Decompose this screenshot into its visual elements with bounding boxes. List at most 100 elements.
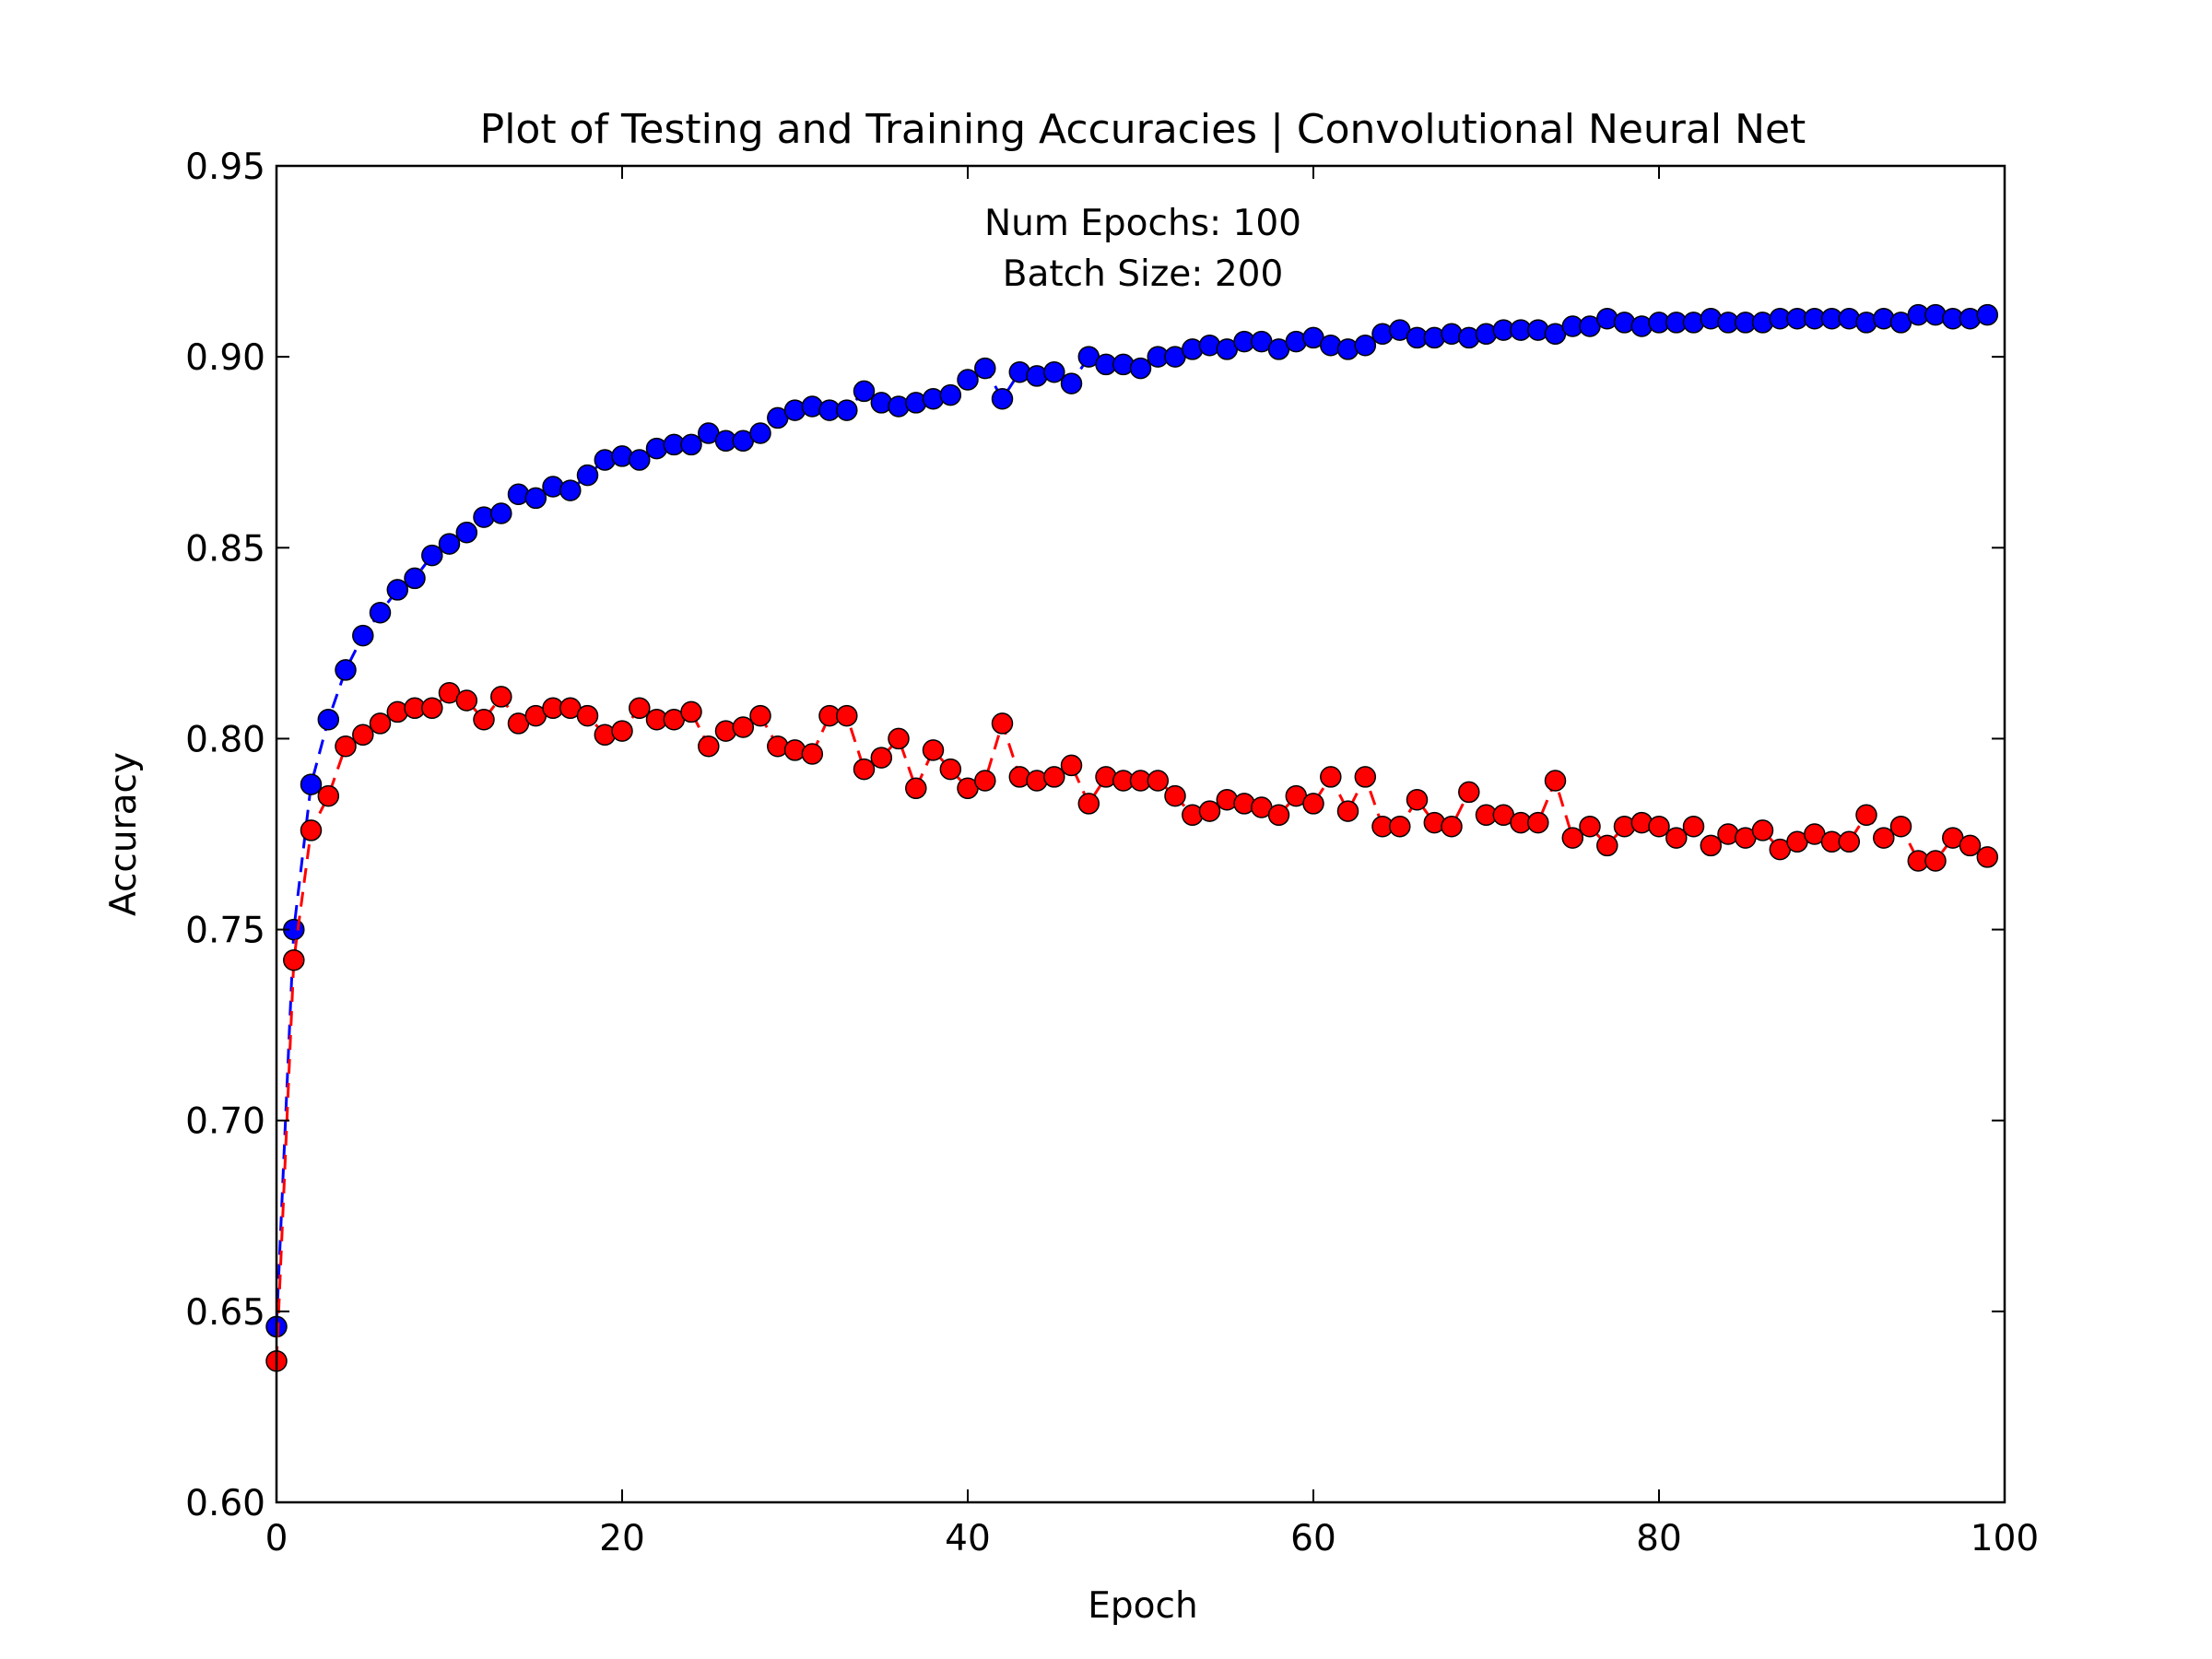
axes-frame bbox=[275, 164, 2006, 1504]
series-1-point bbox=[1129, 357, 1152, 380]
series-2-point bbox=[473, 708, 495, 731]
series-1-point bbox=[559, 479, 582, 501]
series-1-point bbox=[853, 380, 876, 403]
series-2-point bbox=[974, 770, 996, 792]
x-tick-label: 60 bbox=[1290, 1518, 1336, 1559]
series-1-point bbox=[421, 544, 443, 567]
series-1-point bbox=[629, 449, 651, 471]
series-2-point bbox=[853, 758, 876, 781]
y-axis-label: Accuracy bbox=[103, 752, 145, 916]
series-2-point bbox=[1873, 827, 1895, 849]
series-1-point bbox=[680, 433, 702, 456]
series-2-point bbox=[283, 948, 305, 971]
series-2-point bbox=[1544, 770, 1567, 792]
series-2-point bbox=[1561, 827, 1584, 849]
series-2-point bbox=[749, 704, 771, 727]
series-2-point bbox=[1527, 811, 1549, 834]
series-2-point bbox=[1855, 804, 1877, 827]
plot-area: 0 20 40 60 80 100 0.60 0.65 0.70 0.75 0.80 0.85 0.9… bbox=[185, 147, 2039, 1559]
series-1-point bbox=[369, 601, 392, 624]
series-1-point bbox=[386, 579, 409, 601]
y-tick-label: 0.70 bbox=[185, 1101, 265, 1143]
series-2-point bbox=[1147, 770, 1170, 792]
y-tick-label: 0.60 bbox=[185, 1483, 265, 1524]
series-2-point bbox=[611, 720, 633, 742]
series-2-point bbox=[629, 697, 651, 720]
series-2-point bbox=[1579, 815, 1601, 838]
series-2-point bbox=[939, 758, 962, 781]
series-2-point bbox=[1665, 827, 1688, 849]
series-2-point bbox=[680, 700, 702, 724]
series-2-point bbox=[1976, 846, 1999, 868]
series-2-point bbox=[576, 704, 599, 727]
series-2-point bbox=[836, 704, 858, 727]
series-1-point bbox=[974, 357, 996, 380]
series-2-point bbox=[352, 724, 374, 747]
series-2-point bbox=[1320, 766, 1342, 788]
series-2-point bbox=[1164, 784, 1186, 807]
series-2 bbox=[265, 681, 1999, 1372]
x-tick-label: 100 bbox=[1971, 1518, 2039, 1559]
series-2-point bbox=[1043, 766, 1065, 788]
series-2-point bbox=[1838, 830, 1861, 853]
series-2-point bbox=[421, 697, 443, 720]
series-1-point bbox=[1354, 334, 1377, 357]
series-2-point bbox=[732, 716, 755, 738]
y-tick-label: 0.90 bbox=[185, 337, 265, 379]
series-2-point bbox=[922, 739, 945, 761]
series-2-point bbox=[1060, 754, 1083, 777]
series-2-point bbox=[1302, 793, 1324, 815]
series-2-point bbox=[1889, 815, 1912, 838]
series-1-point bbox=[939, 383, 962, 406]
series-2-point bbox=[1406, 788, 1429, 811]
series-1-point bbox=[438, 533, 461, 555]
series-2-point bbox=[1458, 781, 1480, 804]
series-2-point bbox=[698, 735, 720, 758]
series-2-point bbox=[991, 712, 1014, 735]
annotation-batch-size: Batch Size: 200 bbox=[1003, 253, 1284, 295]
x-tick-label: 0 bbox=[265, 1518, 288, 1559]
annotation-epochs: Num Epochs: 100 bbox=[984, 203, 1301, 244]
y-tick-label: 0.75 bbox=[185, 911, 265, 952]
x-tick-label: 20 bbox=[599, 1518, 645, 1559]
series-2-point bbox=[870, 747, 893, 769]
y-tick-label: 0.85 bbox=[185, 528, 265, 570]
series-2-point bbox=[1924, 850, 1947, 872]
x-tick-label: 40 bbox=[945, 1518, 991, 1559]
series-2-point bbox=[335, 735, 357, 758]
y-tick-label: 0.80 bbox=[185, 719, 265, 760]
series-1-point bbox=[455, 521, 478, 544]
chart-title: Plot of Testing and Training Accuracies … bbox=[480, 106, 1806, 153]
x-tick-label: 80 bbox=[1636, 1518, 1682, 1559]
series-1-point bbox=[490, 502, 512, 524]
series-1-point bbox=[404, 567, 426, 590]
series-2-point bbox=[1077, 793, 1100, 815]
y-tick-label: 0.95 bbox=[185, 147, 265, 188]
series-1-point bbox=[524, 487, 547, 510]
series-1-point bbox=[991, 387, 1014, 410]
series-2-point bbox=[1198, 800, 1221, 822]
series-2-point bbox=[1441, 815, 1463, 838]
series-1-point bbox=[836, 399, 858, 421]
series-1 bbox=[265, 303, 1999, 1338]
series-2-point bbox=[300, 819, 323, 841]
series-1-point bbox=[576, 464, 599, 487]
series-2-point bbox=[1336, 800, 1359, 822]
series-1-point bbox=[749, 422, 771, 444]
series-2-point bbox=[801, 743, 824, 765]
y-axis-ticks: 0.60 0.65 0.70 0.75 0.80 0.85 0.90 0.95 bbox=[185, 147, 2005, 1524]
series-2-point bbox=[1389, 815, 1411, 838]
series-2-point bbox=[888, 727, 910, 750]
series-1-point bbox=[1976, 303, 1999, 326]
x-axis-label: Epoch bbox=[1088, 1585, 1197, 1627]
series-2-point bbox=[1959, 834, 1982, 857]
x-axis-ticks: 0 20 40 60 80 100 bbox=[265, 166, 2039, 1559]
series-2-point bbox=[1700, 834, 1723, 857]
series-2-point bbox=[1267, 804, 1290, 827]
series-1-point bbox=[1043, 360, 1065, 383]
series-2-point bbox=[1596, 834, 1618, 857]
series-layer bbox=[265, 303, 1999, 1372]
series-1-point bbox=[957, 369, 979, 391]
series-1-point bbox=[335, 659, 357, 681]
